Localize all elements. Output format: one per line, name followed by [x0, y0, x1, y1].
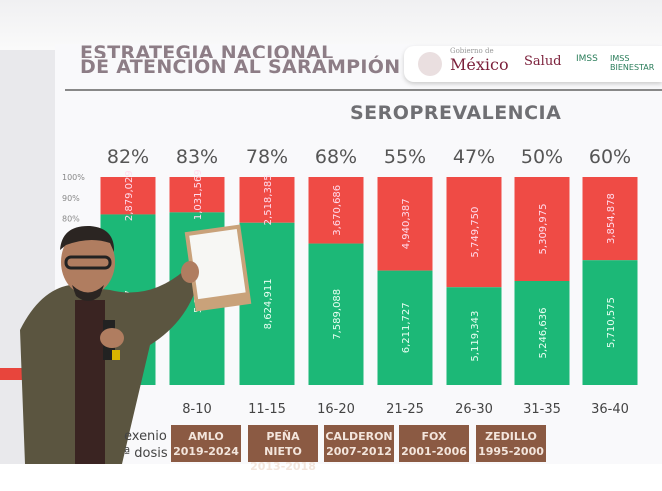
red-value-label: 5,309,975 — [538, 204, 549, 255]
sexenio-box: ZEDILLO 1995-2000 — [476, 425, 546, 462]
bar-unprotected — [377, 177, 433, 271]
percent-label: 60% — [589, 146, 631, 168]
red-value-label: 1,031,569 — [193, 169, 204, 220]
green-value-label: 8,624,911 — [263, 278, 274, 329]
sexenio-box: FOX 2001-2006 — [399, 425, 469, 462]
bar-unprotected — [169, 177, 225, 213]
category-label: 26-30 — [455, 402, 493, 417]
bar-protected — [446, 287, 502, 385]
percent-label: 50% — [521, 146, 563, 168]
green-value-label: 5,119,343 — [470, 311, 481, 362]
red-value-label: 3,670,686 — [332, 185, 343, 236]
seal-icon — [418, 52, 442, 76]
bottom-band — [0, 464, 662, 491]
logo-imss: IMSS — [576, 54, 598, 64]
sexenio-box: CALDERON 2007-2012 — [324, 425, 394, 462]
red-value-label: 2,879,029 — [124, 170, 135, 221]
logo-imss-bienestar: IMSS BIENESTAR — [610, 54, 655, 72]
percent-label: 47% — [453, 146, 495, 168]
bar-unprotected — [514, 177, 570, 281]
slide-title: ESTRATEGIA NACIONAL DE ATENCIÓN AL SARAM… — [80, 44, 400, 77]
bar-unprotected — [100, 177, 156, 215]
category-label: 21-25 — [386, 402, 424, 417]
title-line2: DE ATENCIÓN AL SARAMPIÓN — [80, 56, 401, 78]
sexenio-box: PEÑA NIETO 2013-2018 — [248, 425, 318, 473]
red-value-label: 2,518,385 — [263, 174, 274, 225]
government-logos: Gobierno de México Salud IMSS IMSS BIENES… — [404, 46, 662, 82]
bar-protected — [308, 243, 364, 385]
percent-label: 82% — [107, 146, 149, 168]
bar-unprotected — [308, 177, 364, 244]
bar-unprotected — [446, 177, 502, 288]
category-label: 36-40 — [591, 402, 629, 417]
clipboard — [184, 224, 252, 312]
category-label: 11-15 — [248, 402, 286, 417]
green-value-label: 7,589,088 — [332, 289, 343, 340]
bar-protected — [377, 270, 433, 385]
y-tick-label: 90% — [62, 194, 80, 203]
green-value-label: 6,211,727 — [401, 302, 412, 353]
bar-protected — [582, 260, 638, 385]
category-label: 16-20 — [317, 402, 355, 417]
bar-unprotected — [239, 177, 295, 223]
sexenio-label: exenio ª dosis — [124, 429, 168, 461]
header-divider — [65, 89, 662, 91]
green-value-label: 5,246,636 — [538, 308, 549, 359]
y-tick-label: 100% — [62, 173, 85, 182]
logo-salud: Salud — [524, 54, 562, 69]
red-value-label: 5,749,750 — [470, 207, 481, 258]
title-line1: ESTRATEGIA NACIONAL — [80, 44, 334, 58]
category-label: 8-10 — [182, 402, 212, 417]
bar-protected — [514, 281, 570, 385]
percent-label: 55% — [384, 146, 426, 168]
red-value-label: 4,940,387 — [401, 198, 412, 249]
sexenio-box: AMLO 2019-2024 — [171, 425, 241, 462]
percent-label: 83% — [176, 146, 218, 168]
bar-unprotected — [582, 177, 638, 261]
logo-mexico: Gobierno de México — [450, 47, 509, 75]
green-value-label: 5,710,575 — [606, 297, 617, 348]
top-background — [0, 0, 662, 50]
percent-label: 68% — [315, 146, 357, 168]
percent-label: 78% — [246, 146, 288, 168]
chart-title: SEROPREVALENCIA — [350, 102, 562, 124]
y-tick-label: 80% — [62, 215, 80, 224]
category-label: 31-35 — [523, 402, 561, 417]
red-value-label: 3,854,878 — [606, 193, 617, 244]
